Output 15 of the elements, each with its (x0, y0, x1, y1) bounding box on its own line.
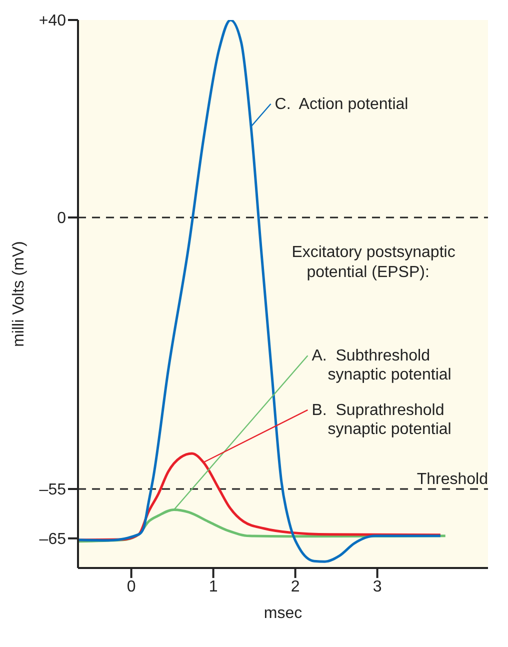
text: A. Subthreshold synaptic potential (312, 348, 452, 384)
text: B. Suprathreshold synaptic potential (312, 402, 452, 438)
x-tick-label: 2 (290, 578, 300, 596)
ref-line-label: Threshold (416, 471, 488, 488)
annotation: Excitatory postsynaptic potential (EPSP): (292, 244, 456, 281)
y-axis-title: milli Volts (mV) (10, 241, 28, 347)
y-tick-label: –55 (39, 482, 66, 499)
y-tick-label: +40 (38, 12, 66, 30)
y-tick-label: 0 (57, 210, 66, 228)
legend-label: C. Action potential (274, 96, 408, 113)
x-tick-label: 3 (372, 578, 382, 596)
x-axis-title: msec (264, 605, 302, 622)
x-tick-label: 1 (208, 578, 218, 596)
y-tick-label: –65 (39, 531, 66, 548)
x-tick-label: 0 (126, 578, 136, 596)
